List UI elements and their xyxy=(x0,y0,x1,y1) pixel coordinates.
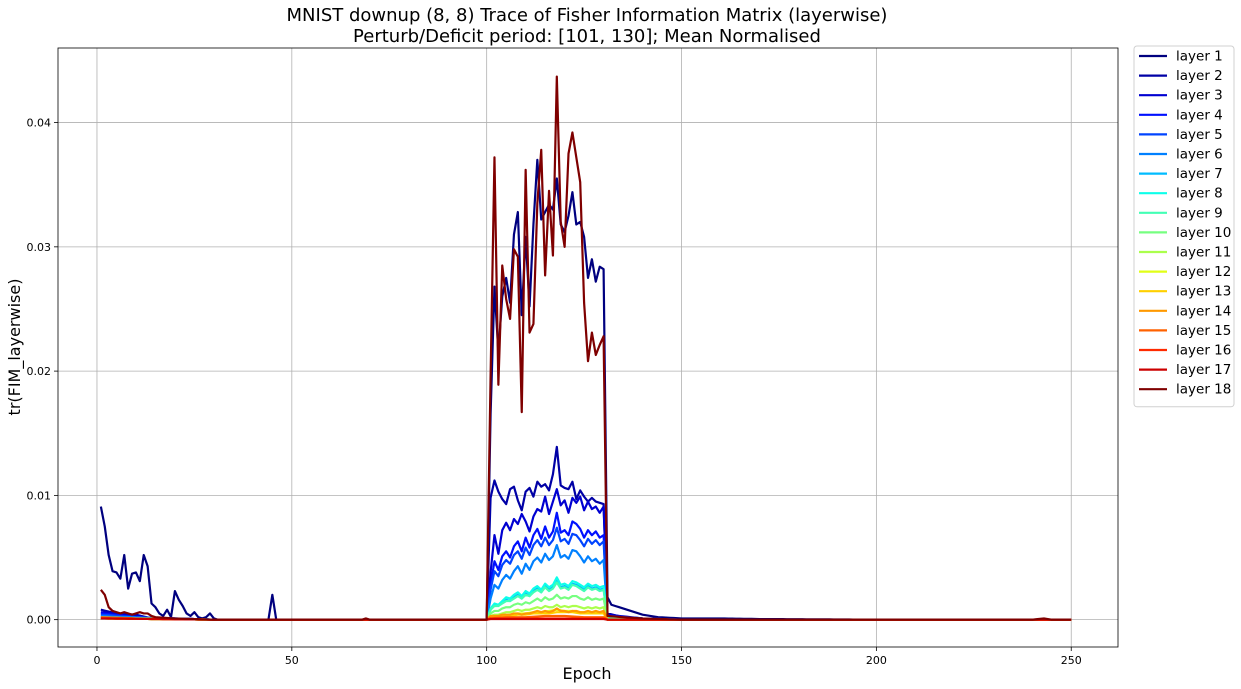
series-line-layer-3 xyxy=(100,488,1072,621)
legend-label: layer 6 xyxy=(1176,147,1223,163)
series-line-layer-18 xyxy=(100,75,1072,621)
y-tick-label: 0.04 xyxy=(27,117,52,130)
y-tick-label: 0.03 xyxy=(27,241,52,254)
x-tick-label: 200 xyxy=(866,654,887,667)
legend-label: layer 2 xyxy=(1176,68,1223,84)
x-tick-label: 250 xyxy=(1061,654,1082,667)
legend-label: layer 16 xyxy=(1176,343,1231,359)
x-tick-label: 0 xyxy=(93,654,100,667)
legend-label: layer 3 xyxy=(1176,88,1223,104)
y-axis-label: tr(FIM_layerwise) xyxy=(5,279,25,416)
legend-label: layer 13 xyxy=(1176,284,1231,300)
series-line-layer-5 xyxy=(100,526,1072,621)
x-tick-label: 150 xyxy=(671,654,692,667)
legend-label: layer 15 xyxy=(1176,323,1231,339)
legend-label: layer 10 xyxy=(1176,225,1231,241)
legend-label: layer 8 xyxy=(1176,186,1223,202)
legend-label: layer 11 xyxy=(1176,245,1231,261)
y-tick-label: 0.02 xyxy=(27,365,52,378)
chart-title: MNIST downup (8, 8) Trace of Fisher Info… xyxy=(287,5,888,26)
legend-label: layer 14 xyxy=(1176,303,1231,319)
series-line-layer-1 xyxy=(99,158,1072,621)
legend-label: layer 9 xyxy=(1176,205,1223,221)
legend-label: layer 5 xyxy=(1176,127,1223,143)
series-lines xyxy=(99,75,1072,621)
plot-frame xyxy=(57,47,1119,648)
legend-label: layer 17 xyxy=(1176,362,1231,378)
x-axis-label: Epoch xyxy=(563,664,612,683)
y-tick-label: 0.01 xyxy=(27,489,52,502)
series-line-layer-4 xyxy=(100,511,1072,621)
legend-frame xyxy=(1133,45,1235,408)
x-tick-label: 100 xyxy=(476,654,497,667)
legend-label: layer 12 xyxy=(1176,264,1231,280)
legend-label: layer 18 xyxy=(1176,382,1231,398)
axis-ticks: 0 50 100 150 200 250 0.00 0.01 0.02 0.03 0.04 xyxy=(27,117,1082,667)
chart-subtitle: Perturb/Deficit period: [101, 130]; Mean… xyxy=(353,26,821,47)
y-tick-label: 0.00 xyxy=(27,614,52,627)
legend-label: layer 4 xyxy=(1176,107,1223,123)
legend-label: layer 7 xyxy=(1176,166,1223,182)
legend: layer 1 layer 2 layer 3 layer 4 layer 5 layer… xyxy=(1133,45,1235,408)
legend-label: layer 1 xyxy=(1176,49,1223,65)
x-tick-label: 50 xyxy=(285,654,299,667)
